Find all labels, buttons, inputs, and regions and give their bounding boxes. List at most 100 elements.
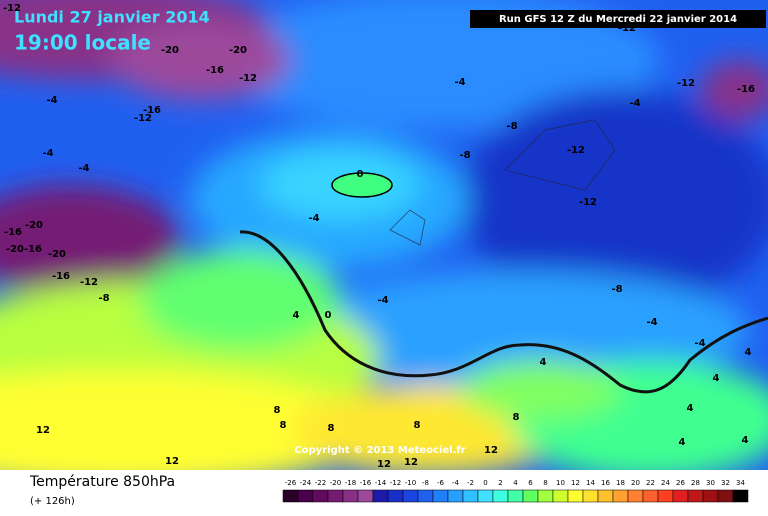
map-field: Run GFS 12 Z du Mercredi 22 janvier 2014… — [0, 0, 768, 470]
scale-swatch — [312, 489, 329, 503]
scale-tick-label: 32 — [721, 479, 730, 487]
scale-swatch — [402, 489, 419, 503]
scale-tick-label: 30 — [706, 479, 715, 487]
scale-tick-label: 22 — [646, 479, 655, 487]
scale-tick-label: -24 — [300, 479, 312, 487]
contour-label: 12 — [377, 459, 391, 470]
contour-label: -20 — [161, 45, 179, 56]
contour-label: -12 — [80, 277, 98, 288]
contour-label: -12 — [567, 145, 585, 156]
copyright: Copyright © 2013 Meteociel.fr — [294, 445, 465, 456]
contour-label: 8 — [513, 412, 520, 423]
scale-swatch — [297, 489, 314, 503]
contour-label: -8 — [459, 150, 470, 161]
scale-tick-label: -10 — [405, 479, 416, 487]
contour-label: -20 — [25, 220, 43, 231]
scale-tick-label: -14 — [375, 479, 387, 487]
scale-swatch — [492, 489, 509, 503]
contour-label: -20 — [6, 244, 24, 255]
scale-swatch — [507, 489, 524, 503]
scale-swatch — [732, 489, 749, 503]
scale-swatch — [702, 489, 719, 503]
color-scale: -26 -24 -22 -20 -18 -16 -14 -12 -10 -8 -6 -4 -2 0 2 4 6 8… — [282, 479, 749, 503]
scale-tick-label: -12 — [390, 479, 401, 487]
contour-label: -4 — [308, 213, 319, 224]
contour-label: -4 — [46, 95, 57, 106]
contour-label: -16 — [143, 105, 161, 116]
contour-label: -12 — [3, 3, 21, 14]
contour-label: -8 — [611, 284, 622, 295]
contour-label: 4 — [742, 435, 749, 446]
scale-swatch — [642, 489, 659, 503]
contour-label: -4 — [646, 317, 657, 328]
scale-tick-label: 26 — [676, 479, 685, 487]
date: Lundi 27 janvier 2014 — [14, 8, 210, 27]
contour-label: 0 — [325, 310, 332, 321]
scale-tick-label: 4 — [513, 479, 518, 487]
contour-label: 0 — [357, 169, 364, 180]
scale-tick-label: -4 — [452, 479, 460, 487]
contour-label: -4 — [78, 163, 89, 174]
scale-tick-label: -20 — [330, 479, 341, 487]
scale-tick-label: 28 — [691, 479, 700, 487]
scale-swatch — [537, 489, 554, 503]
scale-swatch — [717, 489, 734, 503]
scale-swatch — [432, 489, 449, 503]
scale-swatch — [477, 489, 494, 503]
contour-label: -20 — [229, 45, 247, 56]
contour-label: 12 — [36, 425, 50, 436]
scale-tick-label: -2 — [467, 479, 474, 487]
scale-tick-label: 18 — [616, 479, 625, 487]
contour-label: -8 — [506, 121, 517, 132]
contour-label: -4 — [694, 338, 705, 349]
scale-tick-label: 0 — [483, 479, 487, 487]
contour-label: 12 — [404, 457, 418, 468]
contour-label: -12 — [677, 78, 695, 89]
contour-label: 4 — [687, 403, 694, 414]
scale-swatch — [387, 489, 404, 503]
contour-label: 4 — [745, 347, 752, 358]
scale-swatch — [462, 489, 479, 503]
contour-label: 12 — [165, 456, 179, 467]
contour-label: -20 — [48, 249, 66, 260]
contour-label: 8 — [414, 420, 421, 431]
scale-swatch — [597, 489, 614, 503]
contour-label: -12 — [579, 197, 597, 208]
contour-label: 8 — [274, 405, 281, 416]
scale-swatch — [687, 489, 704, 503]
scale-swatch — [342, 489, 359, 503]
contour-label: 4 — [713, 373, 720, 384]
scale-tick-label: 2 — [498, 479, 502, 487]
run-info: Run GFS 12 Z du Mercredi 22 janvier 2014 — [499, 14, 737, 25]
contour-label: -16 — [737, 84, 755, 95]
contour-label: -8 — [98, 293, 109, 304]
contour-label: 8 — [328, 423, 335, 434]
scale-swatch — [627, 489, 644, 503]
scale-swatch — [372, 489, 389, 503]
scale-tick-label: -22 — [315, 479, 326, 487]
scale-swatch — [672, 489, 689, 503]
contour-label: -12 — [134, 113, 152, 124]
scale-tick-label: 12 — [571, 479, 580, 487]
contour-label: 4 — [293, 310, 300, 321]
contour-label: 8 — [280, 420, 287, 431]
scale-tick-label: 16 — [601, 479, 610, 487]
contour-label: -4 — [377, 295, 388, 306]
scale-swatch — [612, 489, 629, 503]
scale-swatch — [552, 489, 569, 503]
contour-label: 4 — [679, 437, 686, 448]
scale-tick-label: -6 — [437, 479, 445, 487]
contour-label: -12 — [618, 23, 636, 34]
contour-label: -16 — [206, 65, 224, 76]
scale-tick-label: -26 — [285, 479, 297, 487]
scale-tick-label: -16 — [360, 479, 372, 487]
scale-swatch — [417, 489, 434, 503]
time: 19:00 locale — [14, 31, 151, 55]
contour-label: 4 — [540, 357, 547, 368]
contour-label: -16 — [24, 244, 42, 255]
scale-tick-label: 6 — [528, 479, 533, 487]
contour-label: -4 — [454, 77, 465, 88]
scale-swatch — [657, 489, 674, 503]
contour-labels: -12-20 -20-16-12-4-16-12-4-4-20-16-16-20-… — [3, 3, 755, 470]
